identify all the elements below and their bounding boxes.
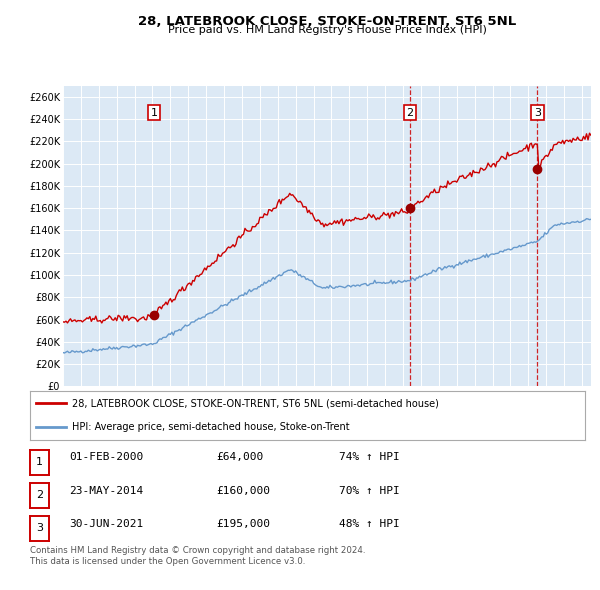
Text: Contains HM Land Registry data © Crown copyright and database right 2024.
This d: Contains HM Land Registry data © Crown c… xyxy=(30,546,365,566)
Text: 28, LATEBROOK CLOSE, STOKE-ON-TRENT, ST6 5NL (semi-detached house): 28, LATEBROOK CLOSE, STOKE-ON-TRENT, ST6… xyxy=(71,398,439,408)
Text: Price paid vs. HM Land Registry's House Price Index (HPI): Price paid vs. HM Land Registry's House … xyxy=(167,25,487,35)
Text: 1: 1 xyxy=(151,107,157,117)
Text: 48% ↑ HPI: 48% ↑ HPI xyxy=(339,519,400,529)
Text: 70% ↑ HPI: 70% ↑ HPI xyxy=(339,486,400,496)
Text: £160,000: £160,000 xyxy=(216,486,270,496)
Text: 01-FEB-2000: 01-FEB-2000 xyxy=(69,453,143,463)
Text: 2: 2 xyxy=(406,107,413,117)
Text: 23-MAY-2014: 23-MAY-2014 xyxy=(69,486,143,496)
Text: 30-JUN-2021: 30-JUN-2021 xyxy=(69,519,143,529)
Text: 28, LATEBROOK CLOSE, STOKE-ON-TRENT, ST6 5NL: 28, LATEBROOK CLOSE, STOKE-ON-TRENT, ST6… xyxy=(138,15,516,28)
Text: 3: 3 xyxy=(36,523,43,533)
Text: £64,000: £64,000 xyxy=(216,453,263,463)
Text: 3: 3 xyxy=(534,107,541,117)
Text: 2: 2 xyxy=(36,490,43,500)
Text: 1: 1 xyxy=(36,457,43,467)
Text: HPI: Average price, semi-detached house, Stoke-on-Trent: HPI: Average price, semi-detached house,… xyxy=(71,422,349,432)
Text: £195,000: £195,000 xyxy=(216,519,270,529)
Text: 74% ↑ HPI: 74% ↑ HPI xyxy=(339,453,400,463)
